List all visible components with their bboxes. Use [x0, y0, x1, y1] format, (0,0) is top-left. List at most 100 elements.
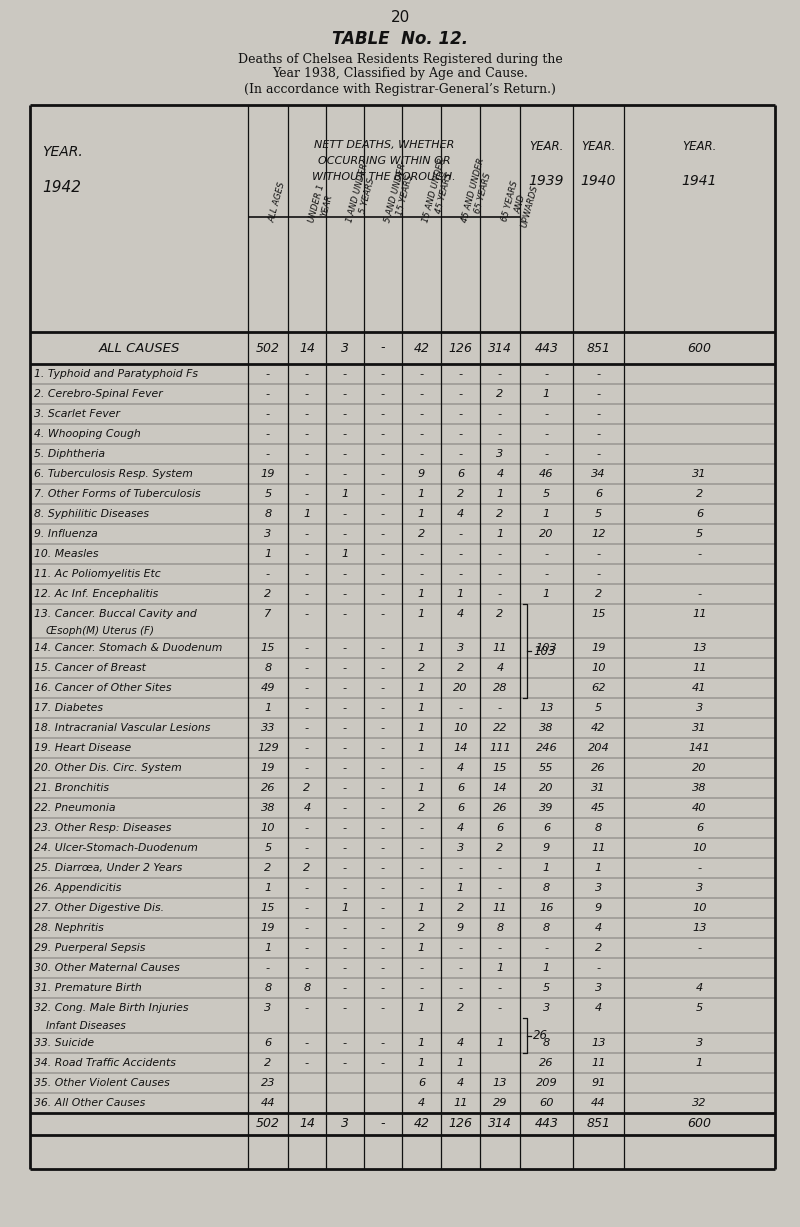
- Text: 5: 5: [696, 529, 703, 539]
- Text: 19. Heart Disease: 19. Heart Disease: [34, 744, 131, 753]
- Text: 2: 2: [264, 864, 272, 874]
- Text: 2. Cerebro-Spinal Fever: 2. Cerebro-Spinal Fever: [34, 389, 162, 399]
- Text: -: -: [381, 369, 385, 379]
- Text: -: -: [381, 469, 385, 479]
- Text: -: -: [458, 983, 462, 994]
- Text: 3: 3: [264, 529, 272, 539]
- Text: 9: 9: [543, 843, 550, 854]
- Text: 2: 2: [418, 664, 425, 674]
- Text: -: -: [545, 944, 549, 953]
- Text: -: -: [343, 944, 347, 953]
- Text: -: -: [305, 903, 309, 913]
- Text: 2: 2: [418, 529, 425, 539]
- Text: 1: 1: [496, 529, 504, 539]
- Text: -: -: [266, 369, 270, 379]
- Text: 8: 8: [264, 664, 272, 674]
- Text: -: -: [266, 389, 270, 399]
- Text: 1: 1: [543, 389, 550, 399]
- Text: -: -: [343, 643, 347, 654]
- Text: 1: 1: [543, 864, 550, 874]
- Text: 8: 8: [264, 509, 272, 519]
- Text: 15: 15: [591, 609, 606, 618]
- Text: 9. Influenza: 9. Influenza: [34, 529, 98, 539]
- Text: 31: 31: [692, 724, 706, 734]
- Text: 5: 5: [543, 490, 550, 499]
- Text: -: -: [343, 804, 347, 814]
- Text: 1: 1: [264, 883, 272, 893]
- Text: 19: 19: [261, 924, 275, 934]
- Text: 42: 42: [591, 724, 606, 734]
- Text: 8: 8: [543, 924, 550, 934]
- Text: 2: 2: [457, 903, 464, 913]
- Text: 39: 39: [539, 804, 554, 814]
- Text: -: -: [381, 983, 385, 994]
- Text: -: -: [305, 664, 309, 674]
- Text: -: -: [381, 609, 385, 618]
- Text: 1: 1: [457, 883, 464, 893]
- Text: 2: 2: [418, 924, 425, 934]
- Text: 1941: 1941: [682, 174, 718, 188]
- Text: -: -: [305, 703, 309, 713]
- Text: 126: 126: [449, 1118, 473, 1130]
- Text: 10: 10: [692, 903, 706, 913]
- Text: 2: 2: [303, 783, 310, 794]
- Text: 14: 14: [493, 783, 507, 794]
- Text: -: -: [458, 703, 462, 713]
- Text: 31: 31: [692, 469, 706, 479]
- Text: 2: 2: [696, 490, 703, 499]
- Text: 1: 1: [342, 490, 349, 499]
- Text: 38: 38: [539, 724, 554, 734]
- Text: 27. Other Digestive Dis.: 27. Other Digestive Dis.: [34, 903, 164, 913]
- Text: -: -: [305, 389, 309, 399]
- Text: -: -: [343, 883, 347, 893]
- Text: 1: 1: [418, 1038, 425, 1048]
- Text: 4: 4: [418, 1098, 425, 1108]
- Text: Infant Diseases: Infant Diseases: [46, 1021, 126, 1031]
- Text: 41: 41: [692, 683, 706, 693]
- Text: 103: 103: [536, 643, 558, 654]
- Text: 22: 22: [493, 724, 507, 734]
- Text: 26: 26: [539, 1058, 554, 1067]
- Text: YEAR.: YEAR.: [42, 145, 82, 160]
- Text: -: -: [381, 724, 385, 734]
- Text: -: -: [343, 569, 347, 579]
- Text: -: -: [419, 983, 423, 994]
- Text: 2: 2: [264, 1058, 272, 1067]
- Text: 4: 4: [496, 469, 504, 479]
- Text: 1: 1: [418, 609, 425, 618]
- Text: 11. Ac Poliomyelitis Etc: 11. Ac Poliomyelitis Etc: [34, 569, 161, 579]
- Text: 11: 11: [692, 609, 706, 618]
- Text: -: -: [305, 944, 309, 953]
- Text: -: -: [266, 409, 270, 418]
- Text: -: -: [498, 883, 502, 893]
- Text: 9: 9: [457, 924, 464, 934]
- Text: 8: 8: [595, 823, 602, 833]
- Text: 18. Intracranial Vascular Lesions: 18. Intracranial Vascular Lesions: [34, 724, 210, 734]
- Text: -: -: [458, 409, 462, 418]
- Text: 1: 1: [595, 864, 602, 874]
- Text: -: -: [597, 389, 601, 399]
- Text: 20: 20: [390, 10, 410, 25]
- Text: Œsoph(M) Uterus (F): Œsoph(M) Uterus (F): [46, 626, 154, 637]
- Text: 5 AND UNDER
15 YEARS: 5 AND UNDER 15 YEARS: [383, 162, 418, 226]
- Text: 6: 6: [264, 1038, 272, 1048]
- Text: -: -: [498, 589, 502, 599]
- Text: ALL AGES: ALL AGES: [268, 180, 287, 223]
- Text: -: -: [381, 664, 385, 674]
- Text: YEAR.: YEAR.: [682, 141, 717, 153]
- Text: 15: 15: [493, 763, 507, 773]
- Text: 8. Syphilitic Diseases: 8. Syphilitic Diseases: [34, 509, 149, 519]
- Text: 33. Suicide: 33. Suicide: [34, 1038, 94, 1048]
- Text: -: -: [381, 529, 385, 539]
- Text: 5: 5: [543, 983, 550, 994]
- Text: 1: 1: [543, 589, 550, 599]
- Text: 6: 6: [457, 469, 464, 479]
- Text: 36. All Other Causes: 36. All Other Causes: [34, 1098, 146, 1108]
- Text: 65 YEARS
AND
UPWARDS: 65 YEARS AND UPWARDS: [500, 179, 540, 228]
- Text: -: -: [343, 724, 347, 734]
- Text: -: -: [305, 490, 309, 499]
- Text: 1 AND UNDER
5 YEARS: 1 AND UNDER 5 YEARS: [345, 162, 379, 226]
- Text: -: -: [498, 409, 502, 418]
- Text: -: -: [419, 429, 423, 439]
- Text: 13: 13: [692, 643, 706, 654]
